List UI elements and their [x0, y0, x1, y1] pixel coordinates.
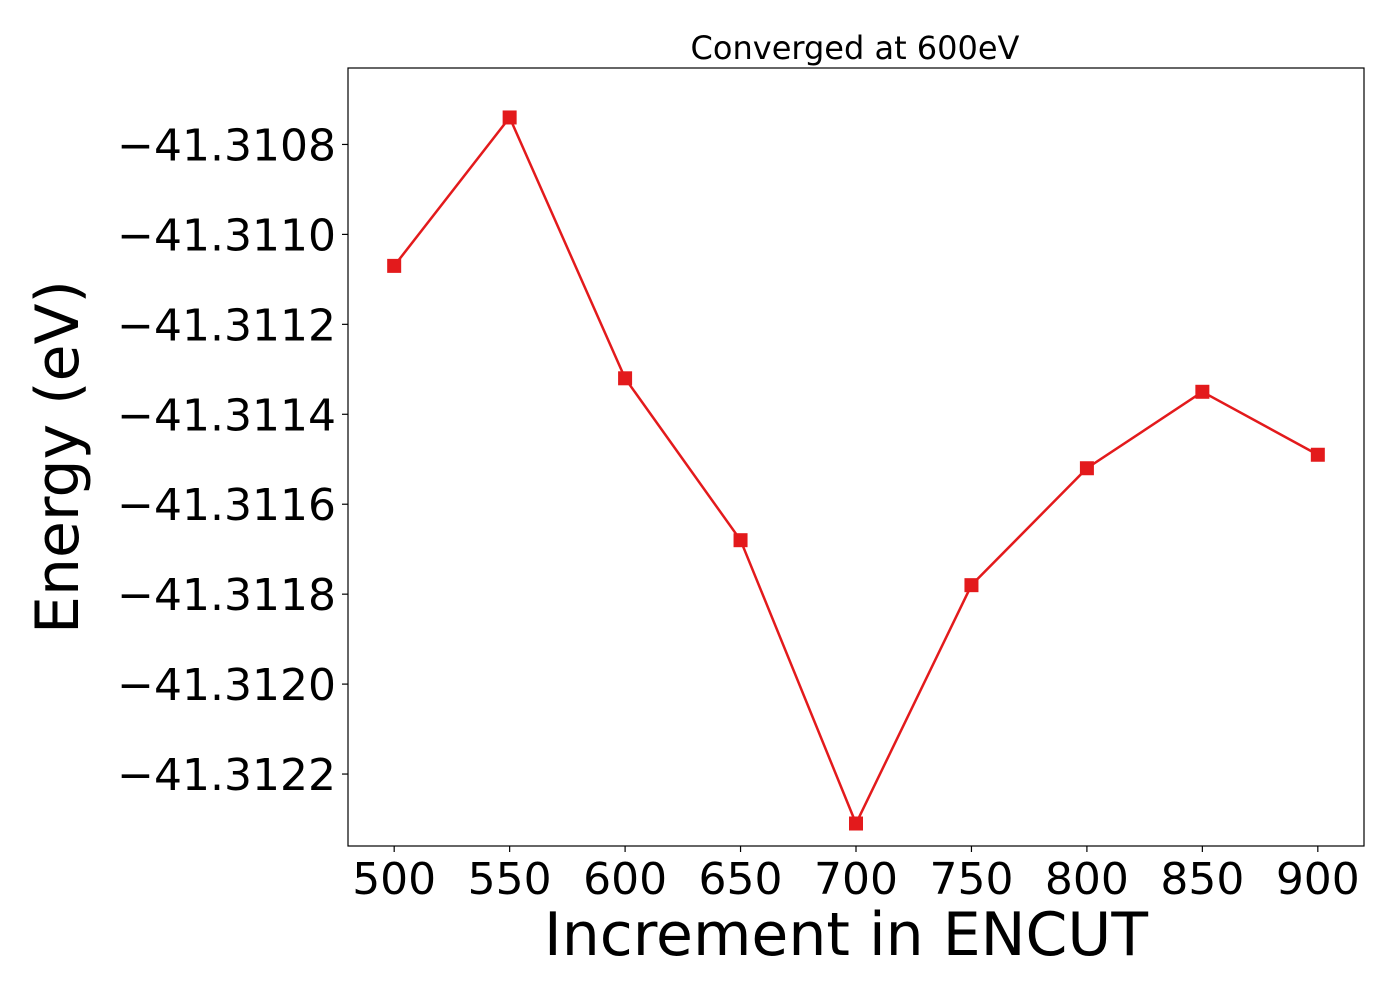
x-tick-label: 850 [1160, 854, 1244, 905]
y-tick-label: −41.3118 [117, 570, 336, 621]
data-point [733, 533, 748, 548]
x-tick-label: 650 [699, 854, 783, 905]
data-point [1310, 447, 1325, 462]
series-line [393, 115, 1319, 827]
x-tick-label: 550 [468, 854, 552, 905]
series-layer [387, 110, 1325, 831]
y-tick-label: −41.3120 [117, 660, 336, 711]
y-axis: −41.3108 −41.3110 −41.3112 −41.3114 −41.3116… [117, 120, 348, 801]
x-tick-label: 700 [814, 854, 898, 905]
data-point [964, 578, 979, 593]
y-tick-label: −41.3112 [117, 300, 336, 351]
y-tick-label: −41.3108 [117, 120, 336, 171]
y-tick-label: −41.3110 [117, 210, 336, 261]
data-point [387, 258, 402, 273]
y-tick-label: −41.3114 [117, 390, 336, 441]
x-axis-title: Increment in ENCUT [544, 900, 1148, 970]
y-tick-label: −41.3122 [117, 750, 336, 801]
data-point [1079, 461, 1094, 476]
data-point [618, 371, 633, 386]
x-tick-label: 800 [1045, 854, 1129, 905]
x-tick-label: 500 [352, 854, 436, 905]
y-tick-label: −41.3116 [117, 480, 336, 531]
x-axis: 500 550 600 650 700 750 800 850 900 [352, 846, 1360, 905]
plot-frame [347, 67, 1365, 847]
x-tick-label: 900 [1276, 854, 1360, 905]
x-tick-label: 600 [583, 854, 667, 905]
data-point [849, 816, 863, 831]
x-tick-label: 750 [929, 854, 1013, 905]
y-axis-title: Energy (eV) [23, 280, 93, 634]
chart-title: Converged at 600eV [691, 29, 1020, 67]
data-point [502, 110, 517, 125]
data-point [1195, 384, 1210, 399]
